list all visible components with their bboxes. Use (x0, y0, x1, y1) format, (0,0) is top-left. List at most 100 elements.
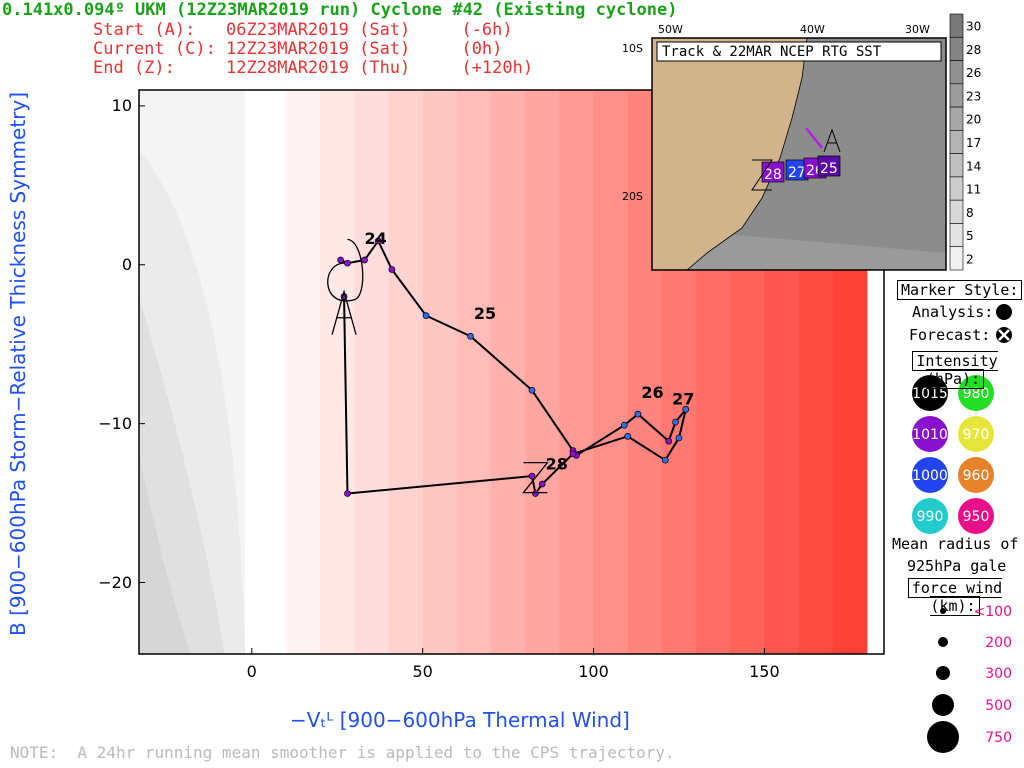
track-loop (327, 238, 364, 302)
inset-track-label: 25 (820, 161, 838, 177)
inset-frame (651, 37, 947, 271)
red-band (320, 90, 355, 654)
red-band (456, 90, 492, 654)
x-tick-label: 100 (578, 662, 609, 681)
colorbar-segment (949, 199, 964, 224)
radius-marker (927, 721, 959, 753)
colorbar-segment (949, 60, 964, 85)
colorbar-tick: 30 (966, 20, 981, 34)
y-tick-label: −10 (98, 413, 132, 433)
radius-label: <100 (974, 604, 1012, 620)
red-band (490, 90, 526, 654)
intensity-label: 1000 (912, 468, 948, 484)
track-point (422, 312, 430, 319)
day-label-28: 28 (546, 455, 568, 474)
marker-style-title: Marker Style: (897, 280, 1023, 300)
track-point (620, 421, 628, 429)
lon-label: 30W (905, 23, 930, 36)
intensity-label: 970 (963, 427, 990, 443)
day-label-27: 27 (672, 390, 694, 409)
lon-label: 40W (800, 23, 825, 36)
lat-label: 10S (622, 42, 643, 55)
intensity-label: 960 (963, 468, 990, 484)
colorbar-tick: 14 (966, 159, 981, 173)
colorbar-tick: 20 (966, 113, 981, 127)
inset-track-label: 27 (788, 165, 806, 181)
red-band (525, 90, 560, 654)
end-marker-Z (522, 462, 549, 494)
radius-marker (936, 666, 950, 680)
colorbar-tick: 8 (966, 206, 974, 220)
forecast-label: Forecast: (909, 326, 991, 344)
radius-title-3: force wind (km): (886, 578, 1024, 616)
inset-track-line (805, 127, 823, 149)
track-point (675, 434, 683, 442)
radius-label: 500 (985, 698, 1012, 714)
track-point (361, 256, 368, 264)
radius-label: 300 (985, 666, 1012, 682)
inset-track-box (817, 155, 841, 177)
colorbar-segment (949, 153, 964, 178)
y-tick-label: 10 (111, 95, 132, 115)
inset-marker-A (823, 128, 841, 153)
smoother-note: NOTE: A 24hr running mean smoother is ap… (10, 743, 675, 762)
track-point (344, 259, 351, 267)
intensity-label: 1015 (912, 386, 948, 402)
intensity-label: 980 (963, 386, 990, 402)
y-axis-label: B [900−600hPa Storm−Relative Thickness S… (6, 91, 30, 636)
x-tick-label: 150 (749, 662, 780, 681)
colorbar-segment (949, 246, 964, 271)
intensity-swatch (912, 457, 948, 493)
track-point (569, 450, 577, 458)
intensity-swatch (958, 416, 994, 452)
red-band (559, 90, 595, 654)
plot-axes (138, 89, 885, 655)
inset-title-box (656, 41, 942, 62)
start-marker-A (331, 289, 357, 335)
red-band (354, 90, 389, 654)
lon-label: 50W (658, 23, 683, 36)
day-labels: 24 25 26 27 28 (365, 229, 695, 474)
colorbar-segment (949, 36, 964, 61)
start-line: Start (A): 06Z23MAR2019 (Sat) (-6h) (93, 20, 513, 40)
colorbar-segment (949, 13, 964, 38)
radius-marker (938, 637, 948, 647)
track-point (538, 480, 546, 488)
intensity-swatch (958, 457, 994, 493)
forecast-marker-x (998, 329, 1010, 341)
radius-label: 200 (985, 635, 1012, 651)
start-end-markers (331, 289, 549, 494)
colorbar-tick: 26 (966, 66, 981, 80)
intensity-label: 1010 (912, 427, 948, 443)
inset-title: Track & 22MAR NCEP RTG SST (662, 44, 882, 60)
colorbar-segment (949, 83, 964, 108)
track-point (528, 386, 536, 394)
red-band (285, 90, 321, 654)
intensity-label: 990 (917, 509, 944, 525)
track-point (634, 410, 642, 418)
analysis-label: Analysis: (912, 303, 994, 321)
chart-title: 0.141x0.094º UKM (12Z23MAR2019 run) Cycl… (2, 0, 678, 20)
track-point (624, 432, 632, 440)
radius-marker (940, 608, 946, 614)
track-point (665, 437, 673, 445)
intensity-swatch (958, 498, 994, 534)
track-point (467, 332, 474, 340)
cps-trajectory (327, 237, 690, 497)
radius-title-1: Mean radius of (892, 535, 1019, 553)
colorbar-segment (949, 223, 964, 248)
radius-title-2: 925hPa gale (907, 557, 1007, 575)
colorbar-segment (949, 130, 964, 154)
legend-graphics: 1015 980 1010 970 1000 960 990 950 <100 200 300 500… (912, 304, 1012, 753)
track-point (661, 456, 669, 464)
track-inset-map: Track & 22MAR NCEP RTG SST 50W 40W 30W 10S 20… (622, 13, 981, 271)
colorbar-tick: 2 (966, 252, 974, 266)
y-tick-label: −20 (98, 572, 132, 592)
y-tick-label: 0 (121, 254, 132, 274)
x-tick-label: 50 (412, 662, 433, 681)
thermal-wind-shading (139, 90, 868, 654)
inset-track-label: 28 (764, 167, 782, 183)
red-band (388, 90, 424, 654)
intensity-swatch (912, 498, 948, 534)
day-label-24: 24 (365, 229, 387, 248)
